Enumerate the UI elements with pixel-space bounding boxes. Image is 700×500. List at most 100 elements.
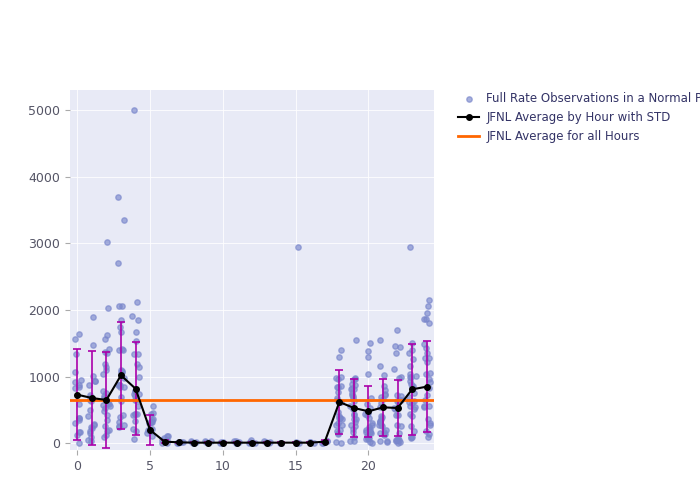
- Full Rate Observations in a Normal Point: [174, 438, 185, 446]
- Full Rate Observations in a Normal Point: [423, 433, 434, 441]
- Full Rate Observations in a Normal Point: [116, 345, 127, 353]
- JFNL Average by Hour with STD: [393, 405, 402, 411]
- Full Rate Observations in a Normal Point: [381, 426, 392, 434]
- Full Rate Observations in a Normal Point: [128, 350, 139, 358]
- Full Rate Observations in a Normal Point: [366, 419, 377, 427]
- Full Rate Observations in a Normal Point: [395, 392, 406, 400]
- Full Rate Observations in a Normal Point: [376, 398, 387, 406]
- Full Rate Observations in a Normal Point: [378, 431, 389, 439]
- Full Rate Observations in a Normal Point: [350, 415, 361, 423]
- Full Rate Observations in a Normal Point: [130, 388, 141, 396]
- Full Rate Observations in a Normal Point: [115, 323, 126, 331]
- Full Rate Observations in a Normal Point: [186, 438, 197, 446]
- Full Rate Observations in a Normal Point: [406, 422, 417, 430]
- Full Rate Observations in a Normal Point: [70, 384, 81, 392]
- Full Rate Observations in a Normal Point: [364, 414, 375, 422]
- Full Rate Observations in a Normal Point: [362, 432, 373, 440]
- Full Rate Observations in a Normal Point: [188, 438, 199, 446]
- Full Rate Observations in a Normal Point: [331, 394, 342, 402]
- Full Rate Observations in a Normal Point: [332, 419, 344, 427]
- Full Rate Observations in a Normal Point: [249, 440, 260, 448]
- Full Rate Observations in a Normal Point: [379, 390, 391, 398]
- Full Rate Observations in a Normal Point: [130, 328, 141, 336]
- Full Rate Observations in a Normal Point: [116, 316, 127, 324]
- Full Rate Observations in a Normal Point: [84, 381, 95, 389]
- Full Rate Observations in a Normal Point: [392, 434, 403, 442]
- Full Rate Observations in a Normal Point: [275, 439, 286, 447]
- Full Rate Observations in a Normal Point: [172, 439, 183, 447]
- Full Rate Observations in a Normal Point: [290, 438, 302, 446]
- Full Rate Observations in a Normal Point: [406, 412, 417, 420]
- Full Rate Observations in a Normal Point: [395, 396, 406, 404]
- Full Rate Observations in a Normal Point: [144, 418, 155, 426]
- Full Rate Observations in a Normal Point: [345, 402, 356, 410]
- JFNL Average by Hour with STD: [364, 408, 372, 414]
- JFNL Average by Hour with STD: [291, 440, 300, 446]
- Full Rate Observations in a Normal Point: [379, 428, 390, 436]
- Full Rate Observations in a Normal Point: [147, 416, 158, 424]
- Full Rate Observations in a Normal Point: [393, 428, 405, 436]
- Full Rate Observations in a Normal Point: [403, 393, 414, 401]
- Full Rate Observations in a Normal Point: [190, 438, 202, 446]
- Full Rate Observations in a Normal Point: [407, 382, 419, 390]
- Full Rate Observations in a Normal Point: [332, 375, 343, 383]
- Full Rate Observations in a Normal Point: [230, 438, 241, 446]
- Full Rate Observations in a Normal Point: [113, 382, 124, 390]
- Full Rate Observations in a Normal Point: [84, 406, 95, 414]
- JFNL Average by Hour with STD: [262, 440, 271, 446]
- Line: JFNL Average by Hour with STD: JFNL Average by Hour with STD: [74, 372, 430, 446]
- Full Rate Observations in a Normal Point: [100, 363, 111, 371]
- Full Rate Observations in a Normal Point: [116, 368, 127, 376]
- JFNL Average for all Hours: [88, 397, 96, 403]
- Full Rate Observations in a Normal Point: [71, 431, 83, 439]
- Full Rate Observations in a Normal Point: [127, 312, 138, 320]
- Full Rate Observations in a Normal Point: [393, 439, 404, 447]
- Full Rate Observations in a Normal Point: [407, 383, 418, 391]
- Full Rate Observations in a Normal Point: [335, 374, 346, 382]
- Full Rate Observations in a Normal Point: [349, 381, 360, 389]
- Full Rate Observations in a Normal Point: [407, 433, 418, 441]
- Full Rate Observations in a Normal Point: [407, 340, 418, 347]
- Full Rate Observations in a Normal Point: [102, 238, 113, 246]
- Full Rate Observations in a Normal Point: [98, 392, 109, 400]
- Full Rate Observations in a Normal Point: [332, 384, 344, 392]
- Full Rate Observations in a Normal Point: [205, 437, 216, 445]
- Full Rate Observations in a Normal Point: [374, 336, 386, 344]
- Full Rate Observations in a Normal Point: [421, 391, 433, 399]
- Full Rate Observations in a Normal Point: [114, 423, 125, 431]
- Full Rate Observations in a Normal Point: [365, 340, 376, 347]
- Full Rate Observations in a Normal Point: [88, 422, 99, 430]
- Full Rate Observations in a Normal Point: [333, 398, 344, 406]
- Full Rate Observations in a Normal Point: [115, 368, 126, 376]
- Full Rate Observations in a Normal Point: [378, 370, 389, 378]
- Full Rate Observations in a Normal Point: [405, 242, 416, 250]
- Full Rate Observations in a Normal Point: [84, 429, 95, 437]
- Full Rate Observations in a Normal Point: [405, 373, 416, 381]
- Full Rate Observations in a Normal Point: [90, 378, 101, 386]
- Full Rate Observations in a Normal Point: [405, 434, 416, 442]
- Full Rate Observations in a Normal Point: [156, 438, 167, 446]
- Full Rate Observations in a Normal Point: [84, 392, 95, 400]
- Full Rate Observations in a Normal Point: [141, 428, 153, 436]
- Full Rate Observations in a Normal Point: [408, 404, 419, 412]
- Full Rate Observations in a Normal Point: [119, 374, 130, 382]
- Full Rate Observations in a Normal Point: [146, 432, 158, 440]
- Full Rate Observations in a Normal Point: [363, 436, 374, 444]
- Full Rate Observations in a Normal Point: [391, 436, 402, 444]
- Full Rate Observations in a Normal Point: [97, 387, 108, 395]
- Full Rate Observations in a Normal Point: [377, 422, 388, 430]
- Full Rate Observations in a Normal Point: [404, 362, 415, 370]
- Full Rate Observations in a Normal Point: [347, 428, 358, 436]
- Full Rate Observations in a Normal Point: [99, 348, 111, 356]
- Full Rate Observations in a Normal Point: [423, 319, 434, 327]
- Full Rate Observations in a Normal Point: [146, 418, 157, 426]
- Full Rate Observations in a Normal Point: [331, 426, 342, 434]
- Full Rate Observations in a Normal Point: [104, 400, 115, 408]
- Full Rate Observations in a Normal Point: [161, 432, 172, 440]
- JFNL Average by Hour with STD: [408, 386, 416, 392]
- Full Rate Observations in a Normal Point: [351, 336, 362, 344]
- Full Rate Observations in a Normal Point: [132, 350, 144, 358]
- Full Rate Observations in a Normal Point: [410, 404, 421, 411]
- Full Rate Observations in a Normal Point: [85, 423, 96, 431]
- Full Rate Observations in a Normal Point: [349, 397, 360, 405]
